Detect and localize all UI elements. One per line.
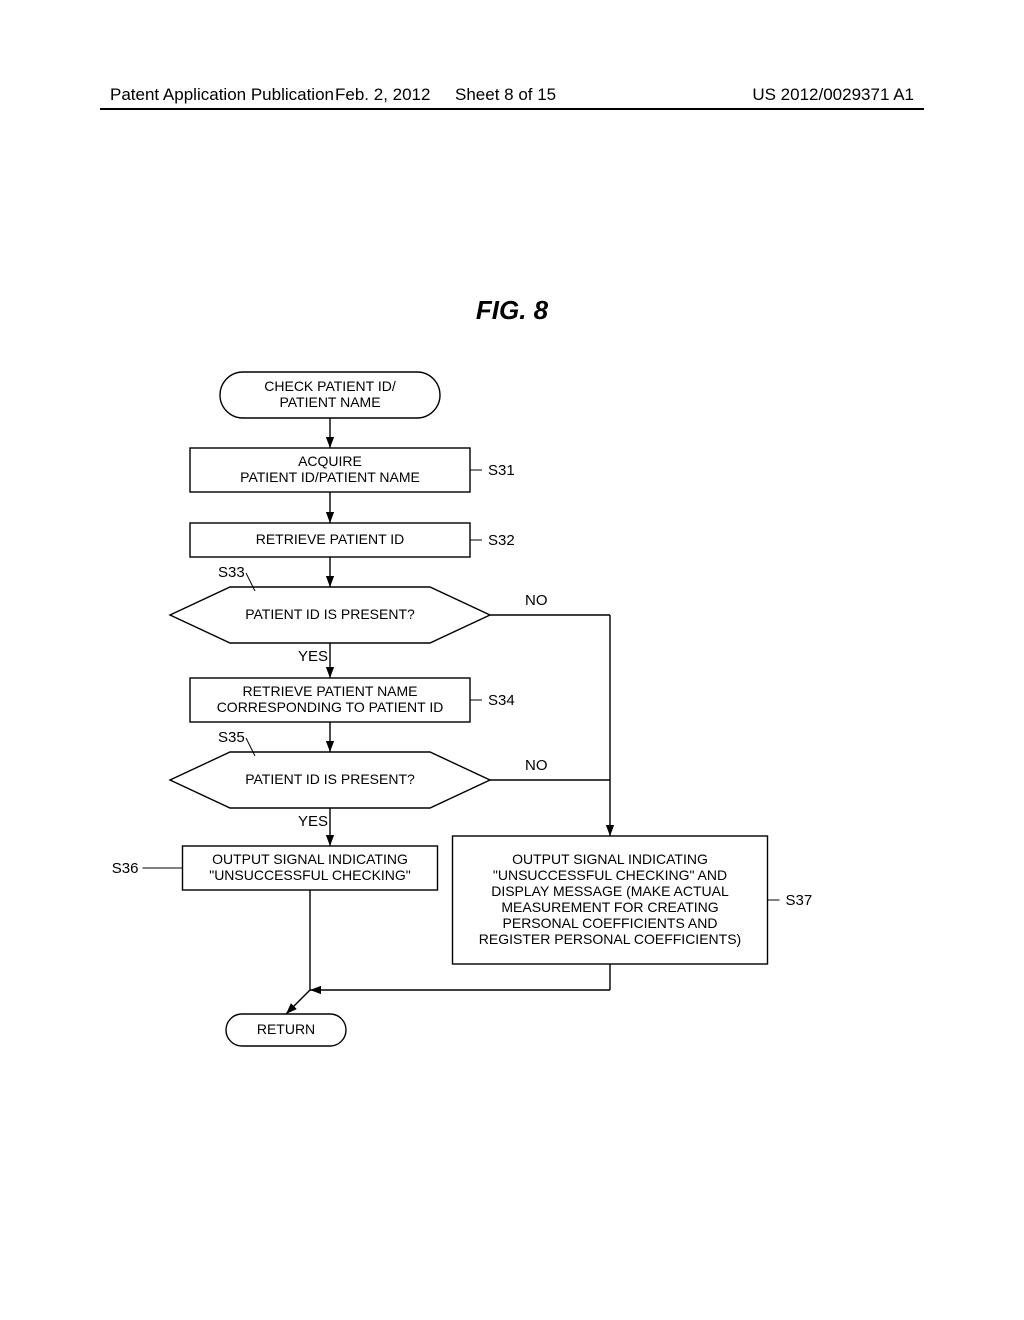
svg-text:NO: NO [525, 757, 548, 774]
svg-text:S37: S37 [786, 892, 813, 909]
svg-text:REGISTER PERSONAL COEFFICIENTS: REGISTER PERSONAL COEFFICIENTS) [479, 931, 741, 947]
svg-text:S31: S31 [488, 462, 515, 479]
svg-text:DISPLAY MESSAGE (MAKE ACTUAL: DISPLAY MESSAGE (MAKE ACTUAL [491, 883, 729, 899]
node-return: RETURN [226, 1014, 346, 1046]
header-rule [100, 108, 924, 110]
figure-title: FIG. 8 [0, 295, 1024, 326]
svg-text:PATIENT ID IS PRESENT?: PATIENT ID IS PRESENT? [245, 771, 415, 787]
svg-text:PATIENT NAME: PATIENT NAME [279, 394, 380, 410]
svg-text:YES: YES [298, 648, 328, 665]
node-s31: ACQUIREPATIENT ID/PATIENT NAME S31 [190, 448, 515, 492]
svg-text:PERSONAL COEFFICIENTS AND: PERSONAL COEFFICIENTS AND [503, 915, 718, 931]
svg-text:S36: S36 [112, 860, 139, 877]
svg-text:OUTPUT SIGNAL INDICATING: OUTPUT SIGNAL INDICATING [212, 851, 408, 867]
pub-date: Feb. 2, 2012 [335, 85, 430, 105]
svg-text:"UNSUCCESSFUL CHECKING": "UNSUCCESSFUL CHECKING" [209, 867, 411, 883]
pub-number: US 2012/0029371 A1 [752, 85, 914, 105]
svg-text:PATIENT ID/PATIENT NAME: PATIENT ID/PATIENT NAME [240, 469, 420, 485]
svg-text:NO: NO [525, 592, 548, 609]
svg-text:CORRESPONDING TO PATIENT ID: CORRESPONDING TO PATIENT ID [217, 699, 444, 715]
node-s36: OUTPUT SIGNAL INDICATING"UNSUCCESSFUL CH… [112, 846, 438, 890]
svg-text:S33: S33 [218, 564, 245, 581]
svg-text:ACQUIRE: ACQUIRE [298, 453, 362, 469]
node-s32: RETRIEVE PATIENT ID S32 [190, 523, 515, 557]
node-s34: RETRIEVE PATIENT NAMECORRESPONDING TO PA… [190, 678, 515, 722]
node-s37: OUTPUT SIGNAL INDICATING"UNSUCCESSFUL CH… [453, 836, 813, 964]
svg-text:CHECK PATIENT ID/: CHECK PATIENT ID/ [264, 378, 396, 394]
sheet-num: Sheet 8 of 15 [455, 85, 556, 105]
svg-text:PATIENT ID IS PRESENT?: PATIENT ID IS PRESENT? [245, 606, 415, 622]
svg-text:MEASUREMENT FOR CREATING: MEASUREMENT FOR CREATING [501, 899, 718, 915]
node-start: CHECK PATIENT ID/PATIENT NAME [220, 372, 440, 418]
svg-text:S32: S32 [488, 532, 515, 549]
flowchart: CHECK PATIENT ID/PATIENT NAMEACQUIREPATI… [110, 370, 910, 1090]
svg-text:RETRIEVE PATIENT NAME: RETRIEVE PATIENT NAME [242, 683, 417, 699]
svg-text:OUTPUT SIGNAL INDICATING: OUTPUT SIGNAL INDICATING [512, 851, 708, 867]
pub-label: Patent Application Publication [110, 85, 334, 105]
svg-text:RETRIEVE PATIENT ID: RETRIEVE PATIENT ID [256, 531, 405, 547]
svg-text:S34: S34 [488, 692, 515, 709]
svg-text:RETURN: RETURN [257, 1021, 315, 1037]
svg-text:YES: YES [298, 813, 328, 830]
svg-text:"UNSUCCESSFUL CHECKING" AND: "UNSUCCESSFUL CHECKING" AND [493, 867, 727, 883]
svg-text:S35: S35 [218, 729, 245, 746]
